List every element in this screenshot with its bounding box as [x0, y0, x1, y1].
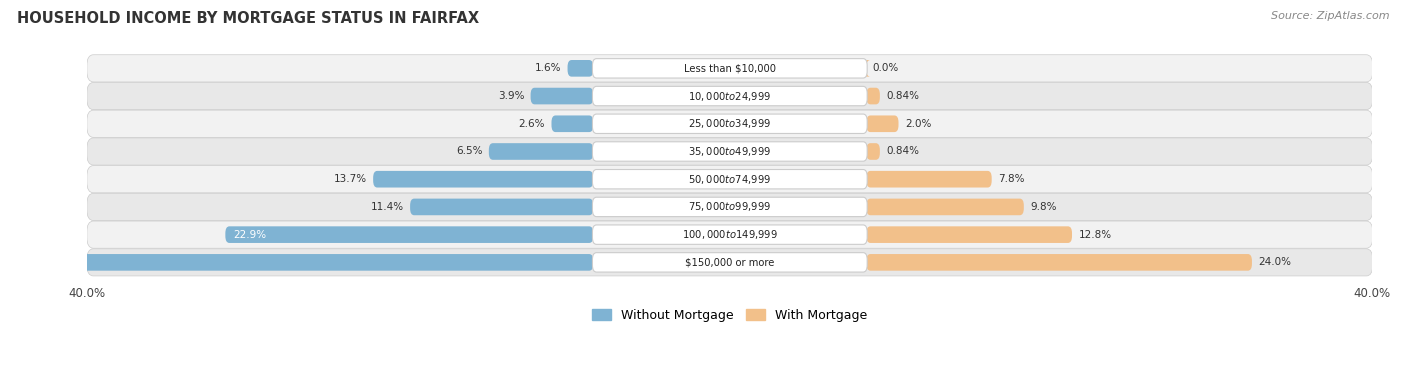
Legend: Without Mortgage, With Mortgage: Without Mortgage, With Mortgage — [588, 304, 872, 327]
FancyBboxPatch shape — [862, 60, 870, 77]
FancyBboxPatch shape — [551, 115, 593, 132]
FancyBboxPatch shape — [373, 171, 593, 187]
Text: Source: ZipAtlas.com: Source: ZipAtlas.com — [1271, 11, 1389, 21]
FancyBboxPatch shape — [866, 226, 1071, 243]
Text: 2.0%: 2.0% — [905, 119, 931, 129]
FancyBboxPatch shape — [87, 249, 1372, 276]
Text: 11.4%: 11.4% — [371, 202, 404, 212]
FancyBboxPatch shape — [592, 170, 868, 189]
Text: 7.8%: 7.8% — [998, 174, 1025, 184]
Text: $25,000 to $34,999: $25,000 to $34,999 — [688, 117, 772, 130]
FancyBboxPatch shape — [530, 88, 593, 104]
FancyBboxPatch shape — [592, 197, 868, 217]
Text: $50,000 to $74,999: $50,000 to $74,999 — [688, 173, 772, 186]
FancyBboxPatch shape — [489, 143, 593, 160]
Text: 0.84%: 0.84% — [886, 147, 920, 156]
Text: 9.8%: 9.8% — [1031, 202, 1057, 212]
FancyBboxPatch shape — [866, 254, 1251, 271]
Text: 3.9%: 3.9% — [498, 91, 524, 101]
FancyBboxPatch shape — [592, 86, 868, 106]
FancyBboxPatch shape — [592, 225, 868, 244]
FancyBboxPatch shape — [866, 115, 898, 132]
Text: 22.9%: 22.9% — [233, 230, 267, 240]
Text: 0.0%: 0.0% — [873, 63, 898, 74]
Text: $75,000 to $99,999: $75,000 to $99,999 — [688, 201, 772, 213]
Text: $10,000 to $24,999: $10,000 to $24,999 — [688, 90, 772, 103]
FancyBboxPatch shape — [87, 83, 1372, 110]
Text: $150,000 or more: $150,000 or more — [685, 257, 775, 267]
Text: 37.3%: 37.3% — [1, 257, 35, 267]
Text: HOUSEHOLD INCOME BY MORTGAGE STATUS IN FAIRFAX: HOUSEHOLD INCOME BY MORTGAGE STATUS IN F… — [17, 11, 479, 26]
Text: 0.84%: 0.84% — [886, 91, 920, 101]
Text: 13.7%: 13.7% — [333, 174, 367, 184]
Text: 1.6%: 1.6% — [534, 63, 561, 74]
FancyBboxPatch shape — [592, 59, 868, 78]
FancyBboxPatch shape — [87, 193, 1372, 221]
Text: 6.5%: 6.5% — [456, 147, 482, 156]
FancyBboxPatch shape — [411, 199, 593, 215]
FancyBboxPatch shape — [592, 142, 868, 161]
FancyBboxPatch shape — [87, 55, 1372, 82]
Text: $35,000 to $49,999: $35,000 to $49,999 — [688, 145, 772, 158]
FancyBboxPatch shape — [87, 138, 1372, 165]
FancyBboxPatch shape — [592, 114, 868, 133]
Text: $100,000 to $149,999: $100,000 to $149,999 — [682, 228, 778, 241]
FancyBboxPatch shape — [866, 88, 880, 104]
Text: 12.8%: 12.8% — [1078, 230, 1112, 240]
FancyBboxPatch shape — [866, 199, 1024, 215]
Text: Less than $10,000: Less than $10,000 — [683, 63, 776, 74]
FancyBboxPatch shape — [866, 143, 880, 160]
FancyBboxPatch shape — [87, 221, 1372, 248]
FancyBboxPatch shape — [0, 254, 593, 271]
FancyBboxPatch shape — [592, 253, 868, 272]
Text: 24.0%: 24.0% — [1258, 257, 1291, 267]
FancyBboxPatch shape — [568, 60, 593, 77]
Text: 2.6%: 2.6% — [519, 119, 546, 129]
FancyBboxPatch shape — [866, 171, 991, 187]
FancyBboxPatch shape — [225, 226, 593, 243]
FancyBboxPatch shape — [87, 166, 1372, 193]
FancyBboxPatch shape — [87, 110, 1372, 137]
